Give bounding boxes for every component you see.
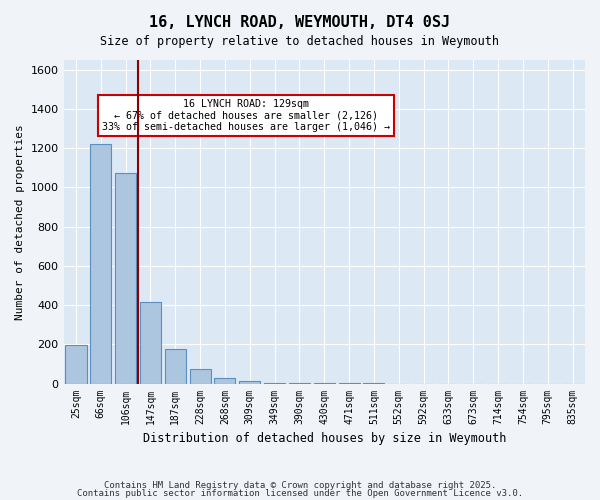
Bar — [264, 382, 285, 384]
Text: 16, LYNCH ROAD, WEYMOUTH, DT4 0SJ: 16, LYNCH ROAD, WEYMOUTH, DT4 0SJ — [149, 15, 451, 30]
Text: 16 LYNCH ROAD: 129sqm
← 67% of detached houses are smaller (2,126)
33% of semi-d: 16 LYNCH ROAD: 129sqm ← 67% of detached … — [102, 99, 390, 132]
Bar — [214, 378, 235, 384]
X-axis label: Distribution of detached houses by size in Weymouth: Distribution of detached houses by size … — [143, 432, 506, 445]
Bar — [90, 144, 112, 384]
Bar — [239, 381, 260, 384]
Y-axis label: Number of detached properties: Number of detached properties — [15, 124, 25, 320]
Text: Contains HM Land Registry data © Crown copyright and database right 2025.: Contains HM Land Registry data © Crown c… — [104, 481, 496, 490]
Bar — [190, 369, 211, 384]
Bar — [289, 383, 310, 384]
Bar — [165, 349, 186, 384]
Text: Contains public sector information licensed under the Open Government Licence v3: Contains public sector information licen… — [77, 488, 523, 498]
Bar — [65, 345, 86, 384]
Bar — [140, 302, 161, 384]
Bar — [115, 173, 136, 384]
Text: Size of property relative to detached houses in Weymouth: Size of property relative to detached ho… — [101, 35, 499, 48]
